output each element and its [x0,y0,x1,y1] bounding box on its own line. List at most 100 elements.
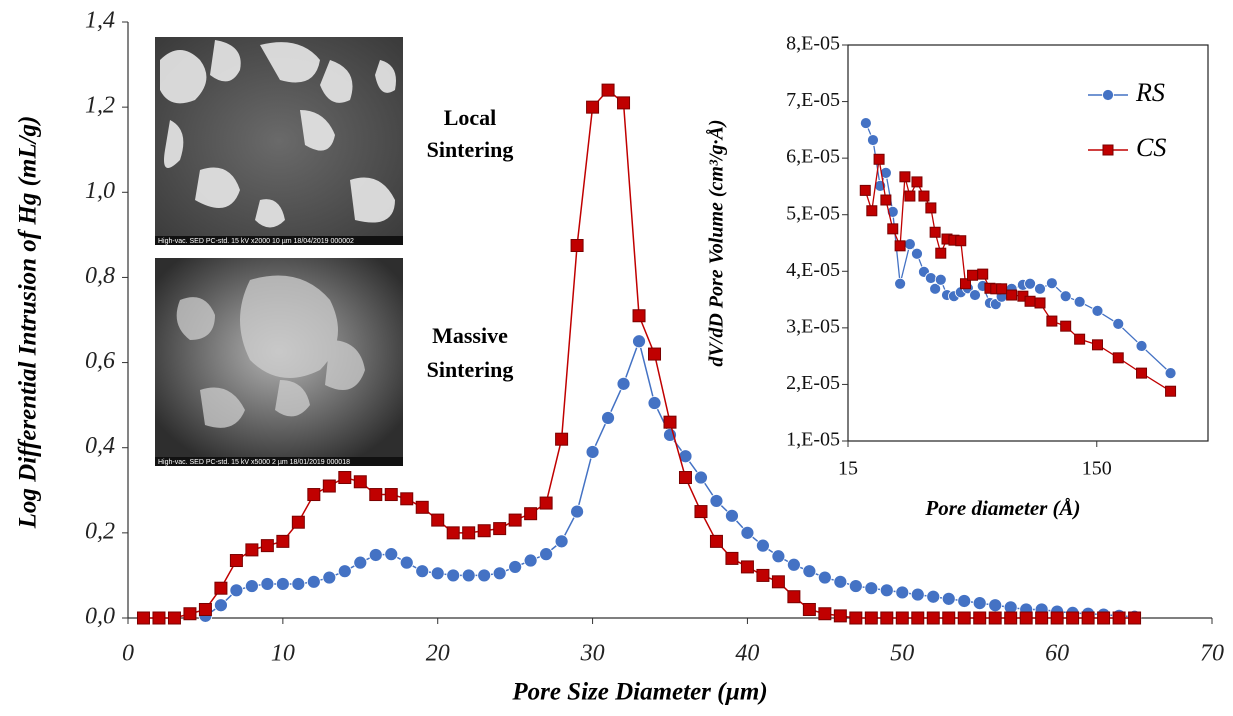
data-point [307,488,321,502]
data-point [849,611,863,625]
data-point [895,585,910,600]
data-point [859,184,871,196]
y-tick-label: 8,E-05 [786,33,840,55]
x-axis-label: Pore Size Diameter (µm) [511,679,767,706]
data-point [864,581,879,596]
data-point [879,583,894,598]
data-point [894,240,906,252]
data-point [935,247,947,259]
data-point [864,611,878,625]
data-point [353,555,368,570]
data-point [632,334,646,349]
data-point [524,507,538,521]
data-point [446,526,460,540]
data-point [1035,611,1049,625]
x-tick-label: 150 [1082,458,1112,480]
data-point [291,515,305,529]
data-point [353,475,367,489]
data-point [911,611,925,625]
data-point [1034,282,1046,295]
data-point [415,564,430,579]
x-tick-label: 30 [580,641,605,667]
data-point [322,479,336,493]
data-point [493,522,507,536]
y-tick-label: 0,6 [85,348,115,374]
data-point [1112,352,1124,364]
data-point [368,548,383,562]
data-point [866,205,878,217]
data-point [1066,611,1080,625]
data-point [941,591,956,606]
y-tick-label: 1,E-05 [786,429,840,451]
data-point [570,239,584,252]
data-point [1073,295,1086,308]
data-point [632,309,646,323]
data-point [925,202,937,214]
data-point [260,577,275,591]
data-point [709,494,724,508]
data-point [771,575,785,589]
data-point [926,611,940,625]
data-point [322,570,337,585]
data-point [523,553,538,568]
x-tick-label: 10 [271,641,295,667]
data-point [924,272,937,284]
data-point [291,577,306,591]
data-point [229,554,243,568]
data-point [214,581,228,595]
y-tick-label: 1,0 [85,178,115,204]
data-point [415,500,429,514]
data-point [911,176,923,188]
data-point [616,376,631,391]
data-point [430,566,445,581]
data-point [601,411,615,425]
data-point [879,166,892,179]
data-point [802,602,816,616]
data-point [617,96,631,110]
data-point [1004,611,1018,625]
sem-image-massive: High-vac. SED PC-std. 15 kV x5000 2 µm 1… [155,258,403,466]
data-point [848,579,863,593]
data-point [887,223,899,235]
data-point [384,488,398,502]
data-point [369,488,383,502]
data-point [967,269,979,281]
data-point [1034,297,1046,309]
data-point [1019,611,1033,625]
data-point [648,347,662,361]
data-point [926,589,941,604]
data-point [957,594,972,608]
data-point [740,560,754,574]
inset-y-label: dV/dD Pore Volume (cm³/g·Å) [706,119,728,366]
data-point [934,273,947,286]
data-point [955,235,967,247]
data-point [787,590,801,604]
y-tick-label: 0,0 [85,604,115,630]
image-caption: High-vac. SED PC-std. 15 kV x2000 10 µm … [158,238,354,245]
x-tick-label: 50 [890,641,914,667]
data-point [918,190,930,202]
data-point [244,579,259,593]
data-point [833,574,848,589]
y-tick-label: 0,4 [85,433,115,459]
data-point [1024,295,1036,307]
data-point [678,471,692,485]
y-tick-label: 4,E-05 [786,259,840,281]
data-point [988,611,1002,625]
data-point [198,602,212,616]
y-tick-label: 1,2 [85,93,115,119]
data-point [1112,317,1125,330]
data-point [694,470,708,485]
data-point [276,534,290,548]
data-point [996,283,1008,295]
data-point [585,445,600,459]
data-point [337,564,352,579]
data-point [260,539,274,553]
y-tick-label: 0,8 [85,263,115,289]
data-point [1097,611,1111,625]
data-point [957,611,971,625]
data-point [1164,367,1177,380]
data-point [895,611,909,625]
